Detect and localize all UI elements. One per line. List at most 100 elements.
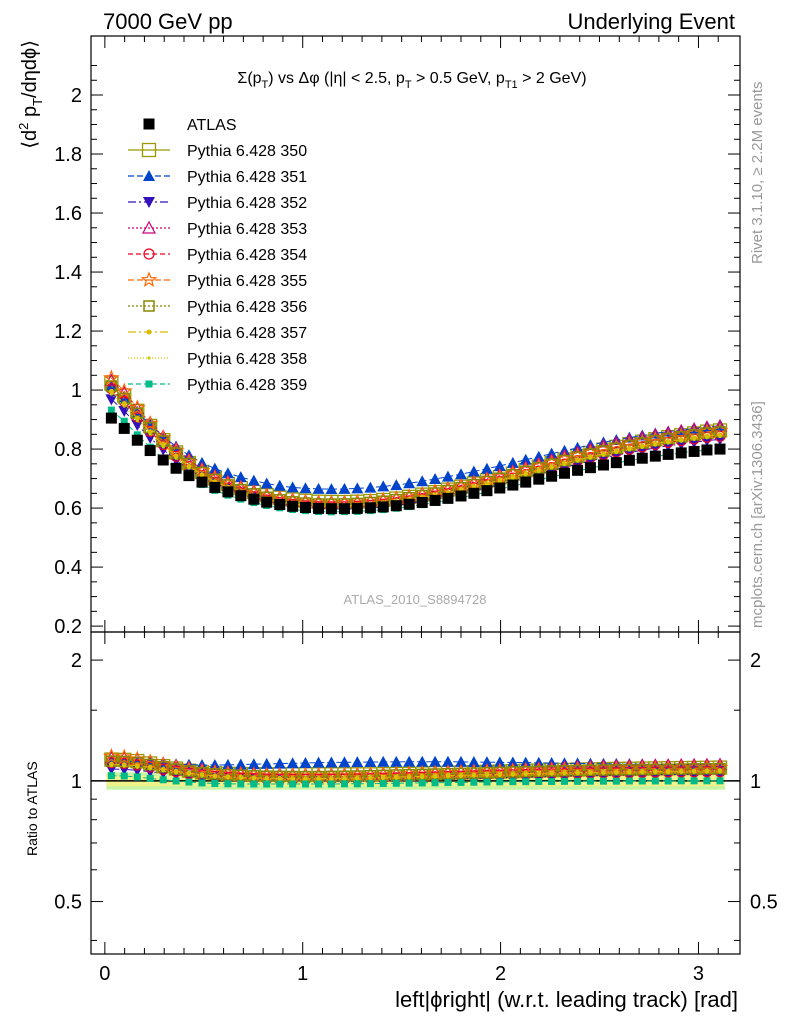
header-left-label: 7000 GeV pp [103, 9, 233, 34]
y-tick-label: 1.2 [54, 321, 82, 343]
ratio-data-point [381, 776, 385, 781]
ylabel-part-a: ⟨d [19, 130, 41, 149]
ratio-data-point [610, 764, 623, 776]
reference-data-point [299, 501, 311, 513]
ratio-data-point [701, 762, 713, 775]
chart-title: Σ(pT) vs Δφ (|η| < 2.5, pT > 0.5 GeV, pT… [237, 70, 586, 91]
ratio-data-point [574, 777, 582, 785]
data-point [134, 415, 140, 421]
reference-series [105, 412, 726, 515]
ratio-data-point [364, 756, 377, 768]
data-point [208, 462, 221, 474]
series-10-ratio [107, 772, 724, 788]
ylabel-sup: 2 [16, 123, 31, 130]
legend-marker-swatch [143, 248, 155, 260]
ratio-data-point [392, 779, 400, 787]
ratio-data-point [286, 757, 299, 769]
ratio-data-point [161, 769, 165, 773]
data-point [467, 465, 480, 477]
data-point [705, 436, 709, 440]
data-point [648, 427, 663, 441]
data-point [506, 456, 519, 468]
ratio-data-point [353, 780, 361, 788]
reference-data-point [183, 470, 195, 482]
ratio-data-point [535, 778, 543, 786]
y-tick-label: 0.6 [54, 498, 82, 520]
reference-data-point [468, 487, 480, 499]
legend-marker-swatch [140, 271, 158, 288]
data-point [135, 419, 139, 423]
y-tick-label: 1.6 [54, 203, 82, 225]
legend-marker-swatch [143, 300, 155, 312]
data-point [108, 388, 114, 394]
ratio-data-point [638, 777, 646, 785]
ratio-data-point [472, 774, 476, 778]
legend-entry: Pythia 6.428 351 [128, 169, 307, 186]
reference-data-point [377, 501, 389, 513]
ratio-data-point [226, 776, 230, 780]
ratio-data-point [278, 777, 282, 782]
title-part-end: > 2 GeV) [518, 70, 587, 87]
data-point [493, 459, 506, 471]
ratio-data-point [480, 756, 493, 768]
reference-data-point [222, 486, 234, 498]
ratio-data-point [636, 763, 649, 776]
legend-label: Pythia 6.428 359 [187, 377, 307, 394]
legend-entry: Pythia 6.428 350 [128, 142, 307, 160]
ratio-data-point [355, 777, 359, 781]
ratio-data-point [103, 747, 120, 764]
data-point [635, 430, 650, 444]
ratio-data-point [135, 765, 139, 770]
ratio-y-axis-label: Ratio to ATLAS [24, 761, 40, 856]
ratio-data-point [291, 778, 295, 782]
ratio-data-point [545, 765, 558, 777]
legend-entry: Pythia 6.428 353 [128, 220, 307, 238]
data-point [351, 482, 364, 494]
ratio-data-point [679, 770, 683, 774]
data-point [364, 481, 377, 493]
data-point [115, 382, 133, 399]
data-point [273, 479, 286, 491]
reference-data-point [287, 500, 299, 512]
reference-data-point [248, 493, 260, 505]
data-point [118, 405, 131, 417]
ratio-data-point [509, 778, 517, 786]
y-tick-label: 1.8 [54, 144, 82, 166]
ratio-series-line [111, 756, 721, 777]
ratio-data-point [116, 748, 133, 765]
x-tick-label: 0 [99, 963, 110, 985]
ratio-data-point [441, 755, 454, 767]
ratio-data-point [416, 768, 428, 781]
reference-data-point [351, 502, 363, 514]
ratio-data-point [122, 764, 126, 768]
data-point [609, 435, 624, 449]
ratio-data-point [623, 763, 636, 776]
data-point [403, 477, 416, 489]
ratio-data-point [584, 764, 597, 776]
legend-label: Pythia 6.428 350 [187, 143, 307, 160]
ratio-data-point [599, 777, 607, 785]
ratio-axis-ticks: 0.5 0.5 1 1 2 2 [54, 650, 778, 941]
ratio-data-point [351, 756, 364, 768]
ratio-data-point [394, 776, 398, 780]
data-point [221, 467, 234, 479]
data-point [174, 456, 178, 460]
ratio-data-point [405, 779, 413, 787]
ratio-data-point [109, 764, 113, 768]
ratio-data-point [185, 778, 193, 786]
data-point [524, 473, 528, 477]
data-point [131, 420, 144, 432]
legend-label: Pythia 6.428 354 [187, 247, 307, 264]
ratio-data-point [649, 763, 662, 776]
legend-marker-swatch [143, 170, 155, 181]
ratio-data-point [263, 780, 271, 788]
x-tick-label: 1 [297, 963, 308, 985]
ratio-data-point [107, 772, 115, 780]
ratio-data-point [276, 780, 284, 788]
ratio-data-point [239, 776, 243, 781]
ratio-data-point [662, 763, 674, 775]
ratio-data-point [690, 777, 698, 785]
reference-data-point [105, 412, 117, 424]
title-sub-t3: T1 [505, 79, 518, 91]
